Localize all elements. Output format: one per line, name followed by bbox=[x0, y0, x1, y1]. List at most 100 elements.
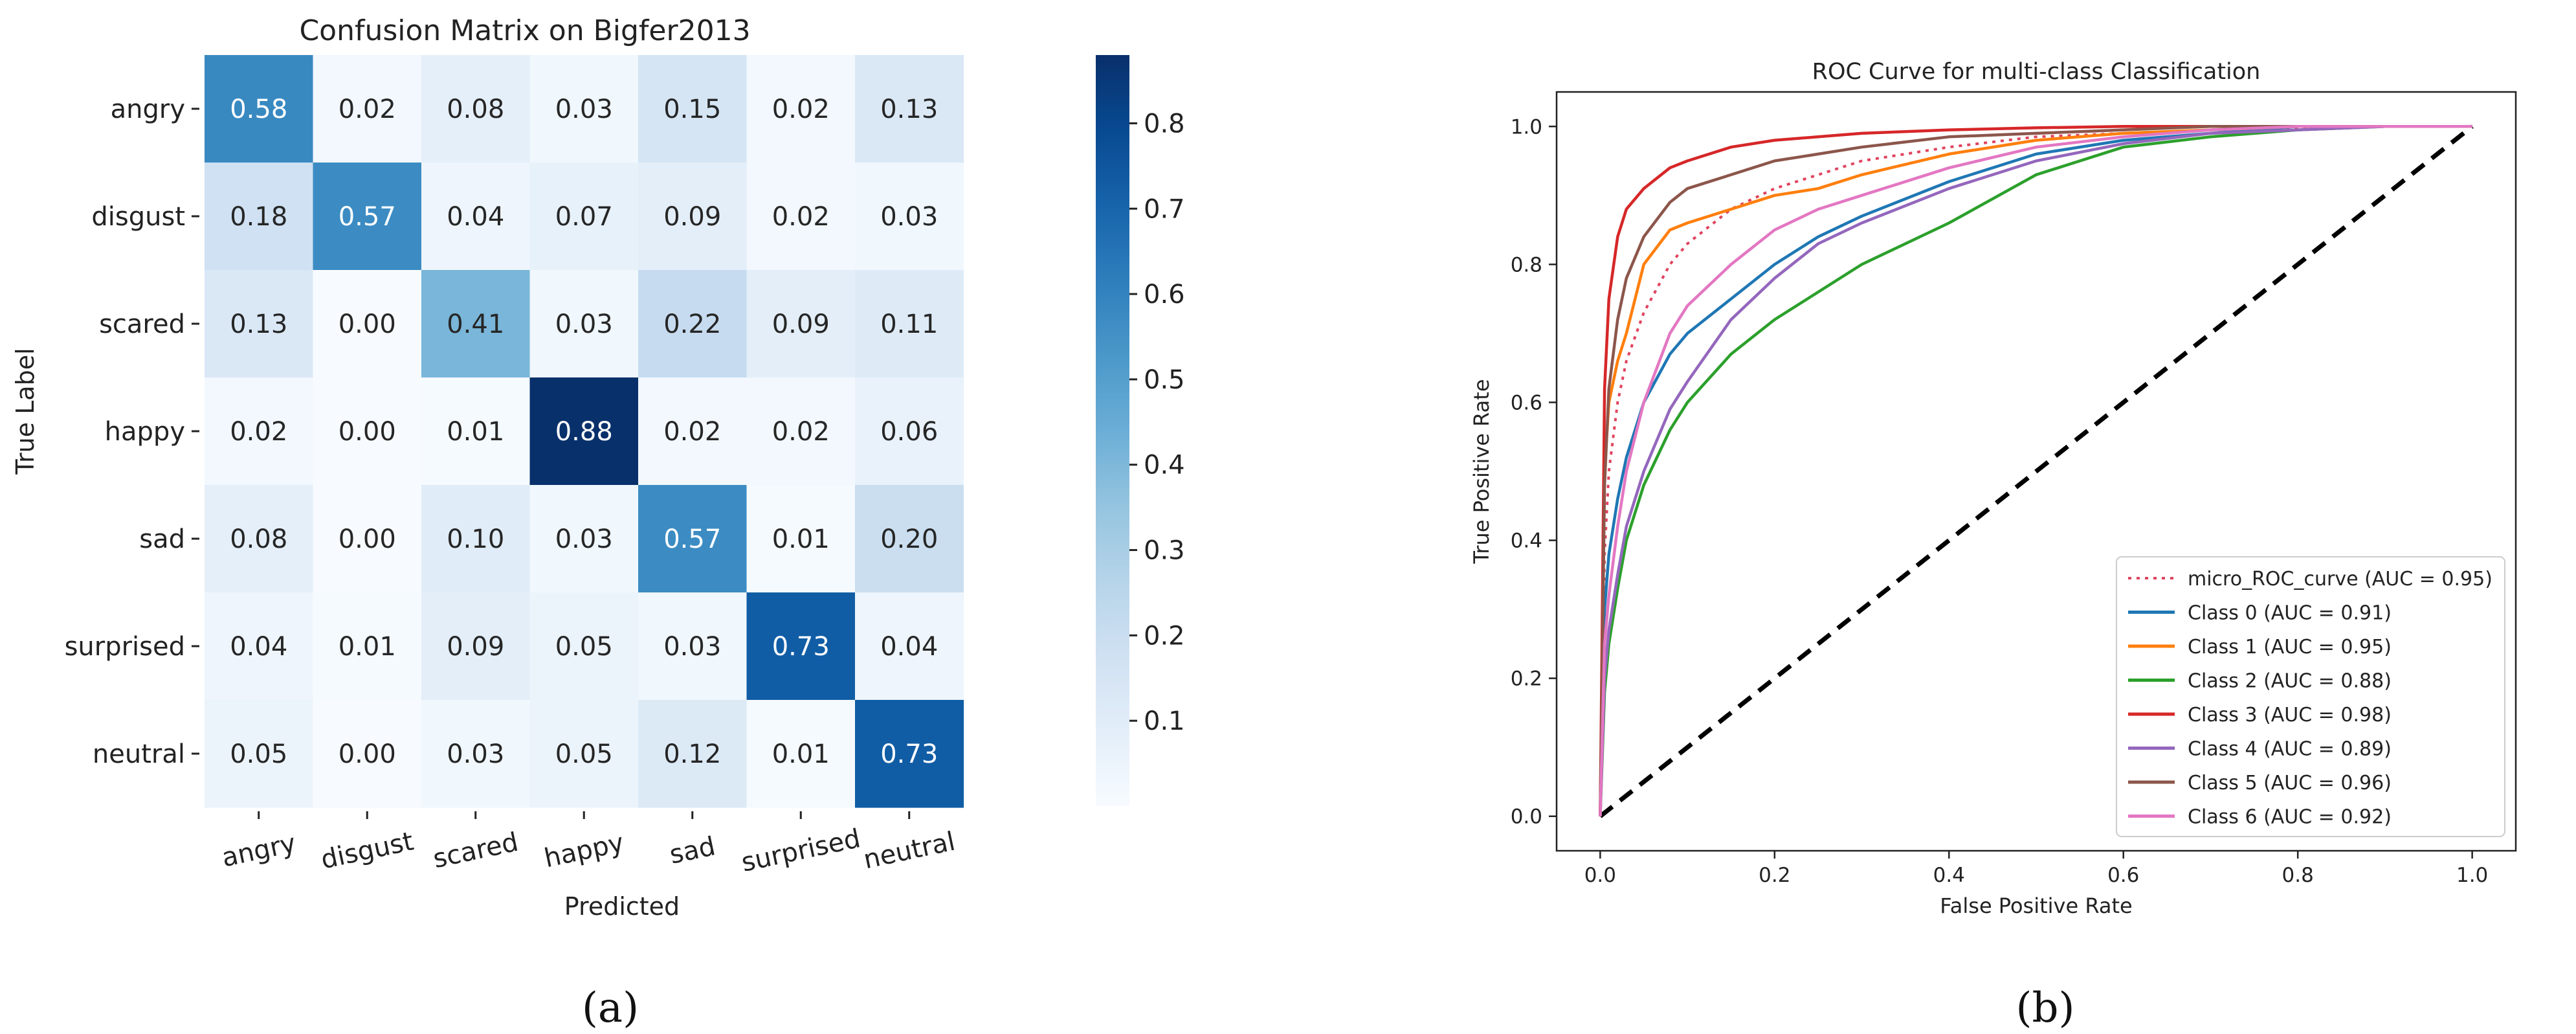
cm-cell-value: 0.57 bbox=[663, 524, 721, 554]
cm-cell-value: 0.05 bbox=[555, 632, 613, 662]
cm-cell bbox=[313, 163, 422, 271]
roc-axes-frame bbox=[1555, 91, 2517, 852]
cm-cell bbox=[529, 377, 639, 486]
cm-cell bbox=[529, 270, 639, 378]
cm-cell-value: 0.00 bbox=[339, 309, 396, 339]
cm-cell-value: 0.04 bbox=[880, 632, 938, 662]
roc-legend: micro_ROC_curve (AUC = 0.95) Class 0 (AUC… bbox=[2116, 556, 2505, 837]
cm-cell-value: 0.20 bbox=[880, 524, 938, 554]
cm-cell-value: 0.01 bbox=[339, 632, 396, 662]
cm-row-label: disgust bbox=[91, 202, 185, 232]
roc-x-tick-label: 0.8 bbox=[2282, 864, 2314, 887]
cm-cell bbox=[855, 377, 964, 486]
cm-cell bbox=[855, 592, 964, 701]
roc-legend-label: Class 6 (AUC = 0.92) bbox=[2188, 806, 2392, 829]
roc-ticks: 0.0 0.2 0.4 0.6 0.8 1.0 0.0 0.2 0.4 0.6 0.8 1.0 bbox=[1511, 115, 2489, 887]
colorbar-tick-label: 0.1 bbox=[1144, 706, 1185, 736]
cm-cell-value: 0.01 bbox=[447, 417, 504, 447]
cm-cell-value: 0.03 bbox=[447, 739, 504, 769]
cm-cell-value: 0.09 bbox=[663, 202, 721, 232]
cm-cell bbox=[421, 485, 531, 593]
cm-cell-value: 0.58 bbox=[230, 95, 287, 124]
cm-colorbar: 0.1 0.2 0.3 0.4 0.5 0.6 0.7 0.8 bbox=[1096, 55, 1185, 806]
roc-x-tick-label: 0.4 bbox=[1933, 864, 1965, 887]
cm-cell-value: 0.04 bbox=[447, 202, 504, 232]
cm-cell-values: 0.58 0.02 0.08 0.03 0.15 0.02 0.13 0.18 0.57 0.04… bbox=[230, 95, 938, 769]
cm-cell bbox=[855, 700, 964, 808]
cm-row-label: scared bbox=[99, 309, 185, 339]
colorbar-ticks: 0.1 0.2 0.3 0.4 0.5 0.6 0.7 0.8 bbox=[1129, 109, 1185, 736]
cm-cell-value: 0.18 bbox=[230, 202, 287, 232]
cm-cell-value: 0.01 bbox=[772, 524, 830, 554]
cm-cell bbox=[205, 270, 314, 378]
cm-cell-value: 0.03 bbox=[880, 202, 938, 232]
roc-x-tick-label: 0.2 bbox=[1759, 864, 1790, 887]
cm-cell bbox=[746, 700, 856, 808]
roc-y-tick-label: 0.6 bbox=[1511, 391, 1542, 414]
cm-cells bbox=[205, 55, 964, 808]
cm-cell bbox=[313, 377, 422, 486]
cm-cell-value: 0.10 bbox=[447, 524, 504, 554]
cm-cell bbox=[205, 377, 314, 486]
cm-cell-value: 0.07 bbox=[555, 202, 613, 232]
cm-cell bbox=[746, 592, 856, 701]
cm-cell-value: 0.00 bbox=[339, 739, 396, 769]
cm-cell-value: 0.01 bbox=[772, 739, 830, 769]
cm-cell bbox=[746, 55, 856, 163]
colorbar-tick-label: 0.5 bbox=[1144, 365, 1185, 395]
cm-cell bbox=[421, 592, 531, 701]
cm-cell bbox=[313, 485, 422, 593]
cm-cell bbox=[855, 270, 964, 378]
colorbar-tick-label: 0.2 bbox=[1144, 621, 1185, 651]
cm-cell-value: 0.13 bbox=[880, 95, 938, 124]
colorbar-tick-label: 0.8 bbox=[1144, 109, 1185, 139]
cm-title: Confusion Matrix on Bigfer2013 bbox=[299, 14, 750, 47]
cm-cell-value: 0.03 bbox=[663, 632, 721, 662]
cm-cell bbox=[529, 163, 639, 271]
cm-cell bbox=[855, 485, 964, 593]
cm-cell-value: 0.09 bbox=[772, 309, 830, 339]
roc-series-line bbox=[1599, 125, 2472, 816]
panel-label-a: (a) bbox=[582, 984, 639, 1032]
cm-cell bbox=[638, 377, 748, 486]
colorbar-tick-label: 0.6 bbox=[1144, 280, 1185, 309]
cm-cell bbox=[529, 700, 639, 808]
roc-y-tick-label: 0.4 bbox=[1511, 530, 1542, 553]
cm-cell-value: 0.12 bbox=[663, 739, 721, 769]
roc-x-tick-label: 0.6 bbox=[2107, 864, 2139, 887]
roc-chance-diagonal bbox=[1599, 124, 2474, 818]
cm-cell bbox=[746, 270, 856, 378]
colorbar-tick-label: 0.3 bbox=[1144, 536, 1185, 566]
cm-cell bbox=[638, 700, 748, 808]
roc-y-tick-label: 1.0 bbox=[1511, 115, 1542, 139]
roc-y-axis-label: True Positive Rate bbox=[1469, 379, 1494, 564]
cm-cell-value: 0.73 bbox=[880, 739, 938, 769]
roc-legend-items: micro_ROC_curve (AUC = 0.95) Class 0 (AUC… bbox=[2128, 568, 2493, 829]
cm-row-label: happy bbox=[105, 417, 185, 447]
cm-cell bbox=[421, 163, 531, 271]
cm-row-label: angry bbox=[111, 95, 185, 124]
roc-y-tick-label: 0.2 bbox=[1511, 668, 1542, 691]
cm-row-label: neutral bbox=[93, 739, 185, 769]
roc-series-lines bbox=[1599, 125, 2472, 816]
cm-cell-value: 0.06 bbox=[880, 417, 938, 447]
cm-cell-value: 0.03 bbox=[555, 309, 613, 339]
cm-cell bbox=[855, 163, 964, 271]
roc-legend-label: Class 2 (AUC = 0.88) bbox=[2188, 670, 2392, 693]
cm-cell-value: 0.03 bbox=[555, 95, 613, 124]
cm-cell bbox=[421, 270, 531, 378]
cm-y-axis-label: True Label bbox=[11, 348, 39, 475]
roc-series-line bbox=[1599, 125, 2472, 816]
cm-cell-value: 0.04 bbox=[230, 632, 287, 662]
cm-row-labels: angry disgust scared happy sad surprised neutr… bbox=[65, 95, 199, 769]
panel-label-b: (b) bbox=[2016, 984, 2075, 1032]
cm-cell-value: 0.13 bbox=[230, 309, 287, 339]
cm-cell bbox=[205, 55, 314, 163]
cm-cell-value: 0.02 bbox=[772, 202, 830, 232]
confusion-matrix-panel: Confusion Matrix on Bigfer2013 0.58 0.02 0… bbox=[11, 14, 1185, 1032]
cm-cell-value: 0.02 bbox=[339, 95, 396, 124]
roc-series-line bbox=[1599, 125, 2472, 816]
roc-title: ROC Curve for multi-class Classification bbox=[1812, 59, 2261, 85]
cm-cell-value: 0.41 bbox=[447, 309, 504, 339]
